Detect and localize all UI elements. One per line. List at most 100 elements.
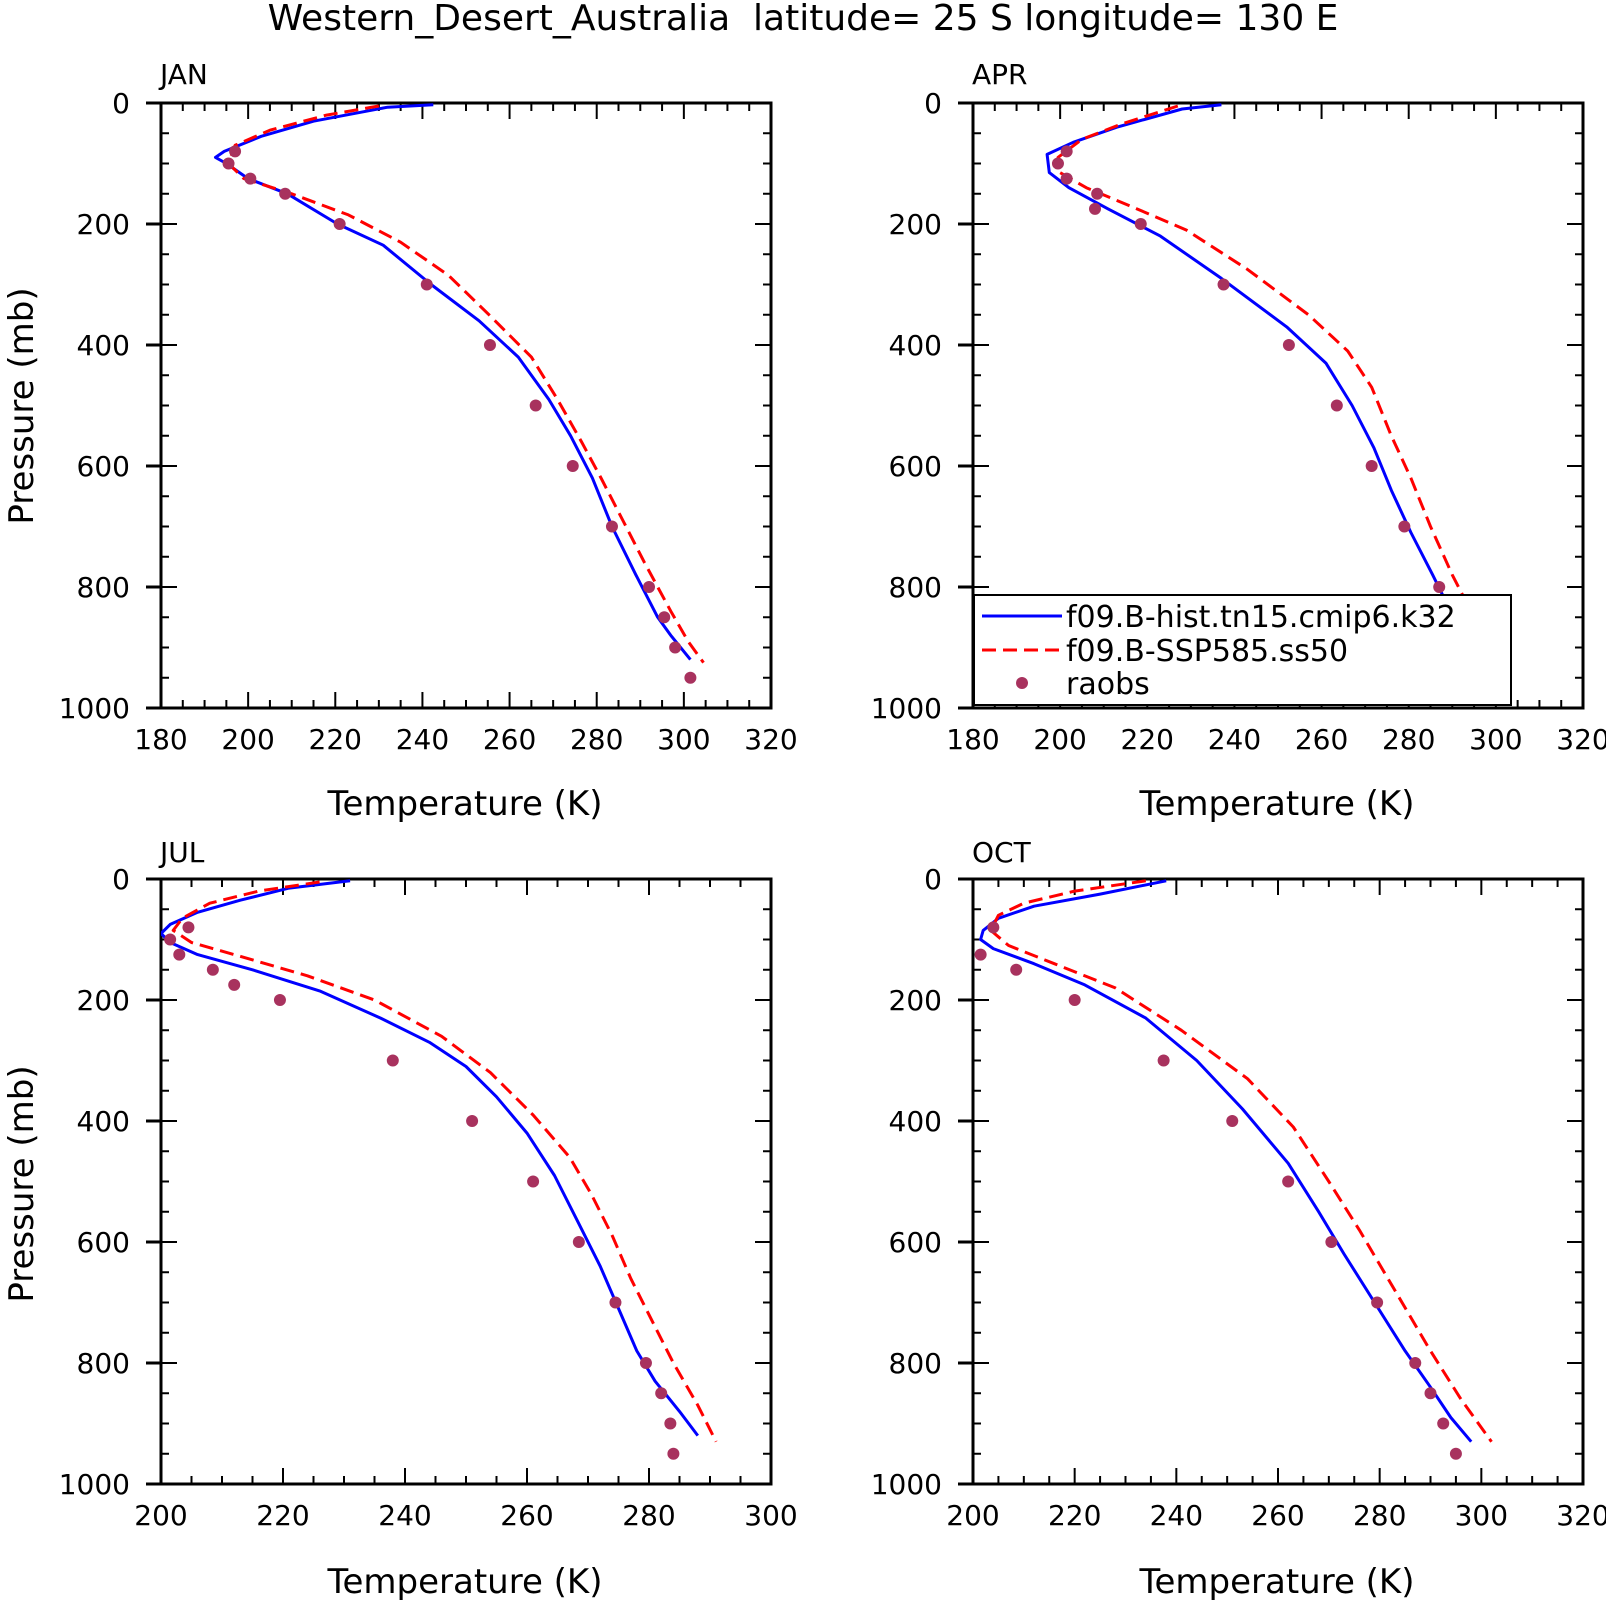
x-tick-label: 240 — [378, 1499, 431, 1532]
panel-oct: OCT Temperature (K) — [972, 836, 1415, 1600]
x-tick-label: 320 — [744, 723, 797, 756]
panel-apr: APR Temperature (K) — [972, 58, 1415, 824]
raobs-point — [222, 157, 235, 170]
raobs-point — [1060, 145, 1073, 158]
x-tick-label: 260 — [1251, 1499, 1304, 1532]
raobs-point — [1068, 994, 1081, 1006]
raobs-point — [1060, 172, 1073, 185]
raobs-point — [669, 641, 682, 654]
panel-title-oct: OCT — [972, 836, 1032, 869]
raobs-point — [1089, 202, 1101, 215]
x-tick-label: 280 — [1353, 1499, 1406, 1532]
legend-marker-raobs — [1016, 677, 1028, 689]
raobs-point — [609, 1296, 622, 1309]
y-tick-label: 600 — [77, 1226, 130, 1259]
raobs-point — [1051, 157, 1064, 170]
raobs-point — [420, 278, 433, 291]
y-axis-label-jan: Pressure (mb) — [2, 287, 42, 524]
x-tick-label: 180 — [946, 723, 999, 756]
x-tick-label: 200 — [1033, 723, 1086, 756]
y-tick-label: 200 — [77, 208, 130, 241]
raobs-point — [566, 460, 579, 472]
x-tick-label: 300 — [1455, 1499, 1508, 1532]
x-tick-label: 220 — [309, 723, 362, 756]
x-tick-label: 200 — [134, 1499, 187, 1532]
x-tick-label: 300 — [1469, 723, 1522, 756]
x-tick-label: 280 — [1382, 723, 1435, 756]
x-tick-label: 220 — [256, 1499, 309, 1532]
y-tick-label: 200 — [77, 984, 130, 1017]
y-tick-label: 400 — [77, 1105, 130, 1138]
raobs-point — [1409, 1357, 1422, 1369]
raobs-point — [1398, 520, 1411, 533]
raobs-point — [483, 339, 496, 351]
x-axis-label-apr: Temperature (K) — [1138, 784, 1414, 824]
plot-area-apr: 180 200 220 240 260 280 300 320 0 200 400 600 800 100… — [871, 87, 1606, 756]
raobs-point — [1282, 339, 1295, 351]
raobs-point — [639, 1357, 652, 1369]
raobs-point — [1091, 187, 1104, 200]
raobs-point — [527, 1175, 540, 1188]
x-tick-label: 240 — [1208, 723, 1261, 756]
panel-title-apr: APR — [972, 58, 1028, 91]
plot-area-oct: 200 220 240 260 280 300 320 0 200 400 600 800 1000 — [871, 863, 1606, 1532]
x-tick-label: 220 — [1048, 1499, 1101, 1532]
raobs-point — [164, 933, 177, 946]
legend-label-hist: f09.B-hist.tn15.cmip6.k32 — [1066, 600, 1456, 635]
y-tick-label: 600 — [889, 450, 942, 483]
raobs-point — [228, 978, 241, 991]
raobs-point — [386, 1054, 399, 1067]
raobs-point — [974, 948, 987, 961]
raobs-point — [1134, 218, 1147, 230]
raobs-point — [273, 994, 286, 1006]
y-tick-label: 200 — [889, 208, 942, 241]
plot-frame-jan — [159, 101, 773, 710]
x-tick-label: 260 — [500, 1499, 553, 1532]
plot-area-jul: 200 220 240 260 280 300 0 200 400 600 800 1000 — [59, 863, 798, 1532]
series-group-jul — [161, 879, 718, 1460]
y-tick-label: 0 — [924, 863, 942, 896]
y-tick-label: 800 — [889, 571, 942, 604]
x-tick-label: 320 — [1556, 723, 1606, 756]
y-tick-label: 1000 — [59, 692, 130, 725]
y-tick-label: 400 — [77, 329, 130, 362]
panel-jul: JUL Temperature (K) Pressure (mb) — [2, 836, 603, 1600]
hist-series-line — [214, 103, 692, 661]
y-tick-label: 1000 — [871, 1468, 942, 1501]
raobs-point — [1282, 1175, 1295, 1188]
raobs-point — [1330, 399, 1343, 412]
raobs-point — [333, 218, 346, 230]
raobs-point — [529, 399, 542, 412]
panel-jan: JAN Temperature (K) Pressure (mb) — [2, 58, 603, 824]
ssp585-series-line — [227, 104, 705, 664]
x-axis-label-oct: Temperature (K) — [1138, 1562, 1414, 1600]
y-tick-label: 600 — [77, 450, 130, 483]
raobs-point — [1437, 1417, 1450, 1430]
y-axis-label-jul: Pressure (mb) — [2, 1065, 42, 1302]
raobs-point — [206, 963, 219, 976]
hist-series-line — [161, 879, 699, 1437]
y-tick-label: 200 — [889, 984, 942, 1017]
figure-title: Western_Desert_Australia latitude= 25 S … — [268, 0, 1339, 39]
raobs-point — [1433, 581, 1446, 593]
x-axis-label-jan: Temperature (K) — [326, 784, 602, 824]
raobs-point — [244, 172, 257, 185]
x-axis-label-jul: Temperature (K) — [326, 1562, 602, 1600]
panel-title-jul: JUL — [158, 836, 205, 869]
y-tick-label: 800 — [77, 571, 130, 604]
ssp585-series-line — [1056, 104, 1502, 664]
x-tick-label: 260 — [483, 723, 536, 756]
y-tick-label: 800 — [77, 1347, 130, 1380]
raobs-point — [1371, 1296, 1384, 1309]
raobs-point — [1226, 1115, 1239, 1127]
series-group-jan — [214, 103, 705, 684]
raobs-point — [684, 671, 697, 684]
hist-series-line — [1045, 103, 1485, 667]
legend-box — [973, 594, 1512, 706]
raobs-point — [655, 1387, 668, 1400]
x-tick-label: 240 — [396, 723, 449, 756]
raobs-point — [1010, 963, 1023, 976]
x-tick-label: 220 — [1121, 723, 1174, 756]
raobs-point — [1217, 278, 1230, 291]
raobs-point — [1365, 460, 1378, 472]
